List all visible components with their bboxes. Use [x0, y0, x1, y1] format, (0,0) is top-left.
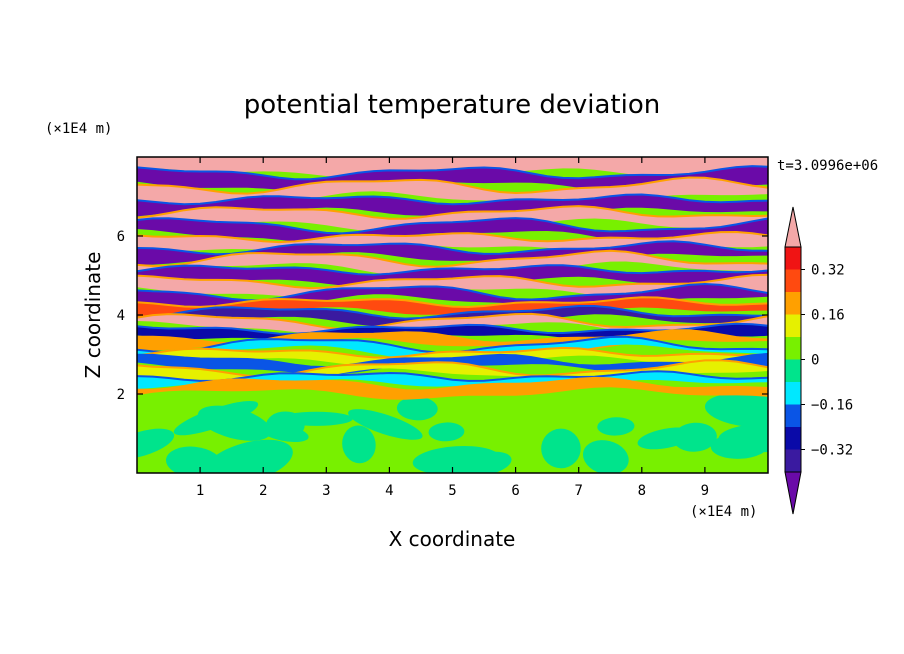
- contour-band: [137, 336, 768, 359]
- contour-edge: [137, 273, 768, 290]
- y-axis-ticks: 2 4 6: [117, 229, 768, 403]
- x-tick-label: 7: [574, 483, 582, 499]
- colorbar-box: [785, 449, 801, 472]
- contour-edge: [137, 370, 768, 382]
- lower-layer-patch: [203, 439, 293, 473]
- colorbar-box: [785, 292, 801, 315]
- y-tick-label: 6: [117, 229, 125, 245]
- colorbar-box: [785, 382, 801, 405]
- contour-edge: [137, 145, 768, 155]
- contour-band: [137, 194, 768, 217]
- chart-title: potential temperature deviation: [244, 90, 660, 120]
- contour-edge: [137, 205, 768, 220]
- colorbar-tick-label: 0.16: [811, 308, 845, 324]
- colorbar-box: [785, 269, 801, 292]
- time-label: t=3.0996e+06: [777, 158, 878, 174]
- contour-edge: [137, 305, 768, 320]
- contour-band: [137, 157, 768, 178]
- contour-edge: [137, 346, 768, 359]
- contour-edge: [137, 296, 768, 309]
- lower-layer-patch: [462, 451, 512, 473]
- lower-layer-patch: [637, 427, 695, 450]
- lower-layer-patch: [541, 428, 581, 469]
- lower-layer-patch: [718, 423, 768, 453]
- contour-edge: [137, 165, 768, 181]
- lower-layer-patch: [165, 446, 222, 473]
- contour-edge: [137, 240, 768, 256]
- lower-layer-patch: [197, 405, 272, 441]
- lower-layer-patch: [396, 396, 438, 421]
- contour-edge: [137, 264, 768, 276]
- colorbar-tick-label: −0.32: [811, 443, 853, 459]
- x-tick-label: 3: [322, 483, 330, 499]
- contour-edge: [137, 193, 768, 206]
- contour-field: [137, 145, 768, 473]
- x-tick-label: 8: [638, 483, 646, 499]
- x-tick-label: 4: [385, 483, 393, 499]
- colorbar-tick-label: 0: [811, 353, 819, 369]
- contour-edge: [137, 230, 768, 244]
- x-tick-label: 1: [196, 483, 204, 499]
- lower-layer-patch: [704, 393, 768, 428]
- colorbar-box: [785, 427, 801, 450]
- contour-band: [137, 377, 768, 400]
- x-tick-label: 6: [511, 483, 519, 499]
- lower-layer-patch: [348, 409, 423, 440]
- x-unit-label: (×1E4 m): [690, 504, 757, 520]
- lower-layer-patch: [342, 425, 376, 464]
- y-unit-label: (×1E4 m): [45, 121, 112, 137]
- contour-band: [137, 265, 768, 287]
- contour-edge: [137, 352, 768, 369]
- x-axis-label: X coordinate: [389, 527, 516, 551]
- contour-band: [137, 347, 768, 366]
- lower-layer-patch: [597, 417, 635, 436]
- x-tick-label: 5: [448, 483, 456, 499]
- y-tick-label: 4: [117, 308, 125, 324]
- y-axis-label: Z coordinate: [81, 252, 105, 379]
- y-tick-label: 2: [117, 387, 125, 403]
- x-tick-label: 9: [701, 483, 709, 499]
- contour-edge: [137, 312, 768, 331]
- colorbar-box: [785, 247, 801, 270]
- colorbar-extend-max: [784, 206, 802, 248]
- x-axis-ticks: 1 2 3 4 5 6 7 8 9: [196, 157, 709, 499]
- lower-layer-patch: [258, 423, 309, 443]
- contour-edge: [137, 282, 768, 302]
- x-tick-label: 2: [259, 483, 267, 499]
- colorbar-tick-label: −0.16: [811, 398, 853, 414]
- lower-layer-patch: [428, 422, 465, 442]
- colorbar: 0.32 0.16 0 −0.16 −0.32: [784, 206, 853, 515]
- lower-layer-patch: [583, 440, 629, 473]
- contour-band: [137, 206, 768, 232]
- contour-edge: [137, 217, 768, 235]
- colorbar-box: [785, 337, 801, 360]
- lower-layer-patch: [137, 428, 175, 459]
- colorbar-box: [785, 359, 801, 382]
- contour-band: [137, 306, 768, 328]
- contour-edge: [137, 376, 768, 392]
- contour-edge: [137, 176, 768, 195]
- colorbar-extend-min: [784, 471, 802, 515]
- contour-edge: [137, 249, 768, 268]
- colorbar-tick-label: 0.32: [811, 263, 845, 279]
- colorbar-box: [785, 314, 801, 337]
- contour-edge: [137, 359, 768, 378]
- colorbar-box: [785, 404, 801, 427]
- contour-band: [137, 250, 768, 277]
